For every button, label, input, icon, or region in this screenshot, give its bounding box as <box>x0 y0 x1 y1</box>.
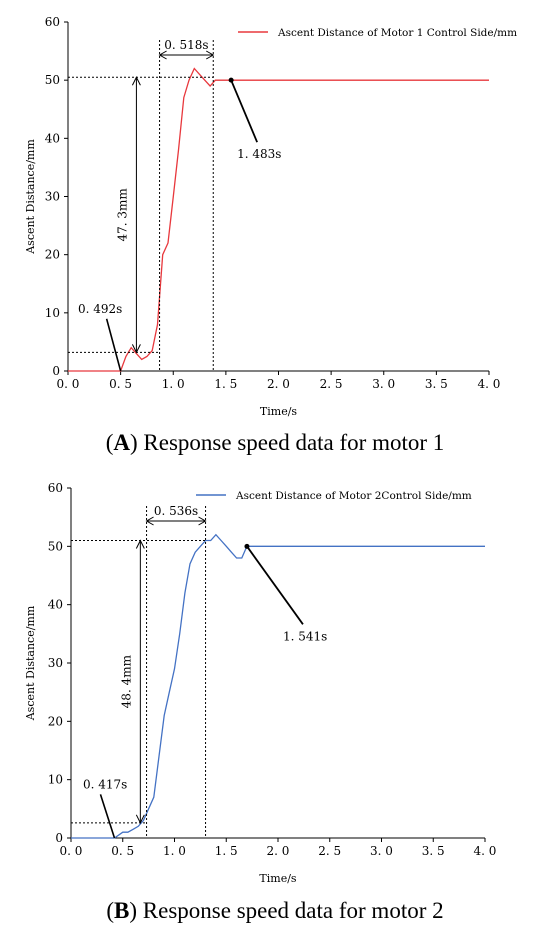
x-tick-label: 1. 5 <box>215 844 238 858</box>
caption-b-label: B <box>114 898 130 923</box>
arrow-head-down <box>131 344 141 354</box>
x-tick-label: 2. 5 <box>318 844 341 858</box>
x-tick-label: 2. 0 <box>267 377 290 391</box>
arrow-head-left <box>145 516 154 526</box>
start-time-pointer <box>105 318 122 372</box>
x-tick-label: 0. 5 <box>109 377 132 391</box>
rise-span-label: 0. 536s <box>154 504 198 518</box>
x-tick-label: 4. 0 <box>478 377 501 391</box>
y-tick-label: 60 <box>48 481 63 495</box>
chart-panel-b: 0. 0 0. 5 1. 0 1. 5 2. 0 2. 5 3. 0 3. 5 4. 0 0 10 2… <box>0 472 550 944</box>
rise-span-label: 0. 518s <box>164 38 208 52</box>
caption-a: (A) Response speed data for motor 1 <box>105 430 445 455</box>
legend-label: Ascent Distance of Motor 2Control Side/m… <box>235 490 472 502</box>
start-time-label: 0. 492s <box>78 302 122 316</box>
x-tick-label: 0. 5 <box>111 844 134 858</box>
settle-time-label: 1. 541s <box>283 629 327 643</box>
y-tick-label: 50 <box>48 539 63 553</box>
legend-label: Ascent Distance of Motor 1 Control Side/… <box>277 27 517 39</box>
y-tick-label: 0 <box>52 364 60 378</box>
arrow-head-left <box>158 50 167 60</box>
y-tick-label: 20 <box>48 714 63 728</box>
y-tick-label: 60 <box>45 15 60 29</box>
y-tick-label: 30 <box>45 190 60 204</box>
x-tick-label: 1. 0 <box>163 844 186 858</box>
series-line <box>71 533 485 839</box>
x-tick-label: 3. 0 <box>370 844 393 858</box>
x-tick-label: 0. 0 <box>57 377 80 391</box>
arrow-head-up <box>135 539 145 549</box>
caption-b-text: ) Response speed data for motor 2 <box>129 898 444 923</box>
arrow-head-up <box>131 76 141 86</box>
y-tick-label: 10 <box>45 306 60 320</box>
chart-a: 0. 0 0. 5 1. 0 1. 5 2. 0 2. 5 3. 0 3. 5 4. 0 0 10 2… <box>24 15 517 418</box>
settle-time-pointer <box>230 79 258 143</box>
settle-time-pointer <box>246 545 304 625</box>
x-tick-label: 0. 0 <box>60 844 83 858</box>
chart-panel-a: 0. 0 0. 5 1. 0 1. 5 2. 0 2. 5 3. 0 3. 5 4. 0 0 10 2… <box>24 15 517 455</box>
caption-a-label: A <box>113 430 131 455</box>
x-tick-label: 2. 0 <box>267 844 290 858</box>
y-tick-label: 10 <box>48 773 63 787</box>
x-tick-label: 3. 0 <box>372 377 395 391</box>
y-tick-label: 40 <box>45 131 60 145</box>
x-tick-label: 3. 5 <box>422 844 445 858</box>
chart-b: 0. 0 0. 5 1. 0 1. 5 2. 0 2. 5 3. 0 3. 5 4. 0 0 10 2… <box>24 481 497 885</box>
x-tick-label: 3. 5 <box>425 377 448 391</box>
arrow-head-right <box>205 50 215 60</box>
x-tick-label: 1. 5 <box>214 377 237 391</box>
rise-height-label: 47. 3mm <box>115 188 129 242</box>
arrow-head-down <box>135 814 145 824</box>
rise-height-label: 48. 4mm <box>119 654 133 708</box>
y-axis-label: Ascent Distance/mm <box>24 139 37 255</box>
arrow-head-right <box>198 516 207 526</box>
series-line <box>68 67 489 372</box>
x-axis-label: Time/s <box>259 872 297 885</box>
caption-a-text: ) Response speed data for motor 1 <box>130 430 445 455</box>
start-time-pointer <box>99 794 116 839</box>
x-tick-label: 4. 0 <box>474 844 497 858</box>
y-tick-label: 30 <box>48 656 63 670</box>
settle-time-label: 1. 483s <box>237 147 281 161</box>
x-tick-label: 1. 0 <box>162 377 185 391</box>
y-axis-label: Ascent Distance/mm <box>24 605 37 721</box>
y-tick-label: 20 <box>45 248 60 262</box>
y-tick-label: 40 <box>48 598 63 612</box>
y-tick-label: 0 <box>55 831 63 845</box>
caption-b: (B) Response speed data for motor 2 <box>106 898 444 923</box>
y-tick-label: 50 <box>45 73 60 87</box>
x-axis-label: Time/s <box>260 405 298 418</box>
start-time-label: 0. 417s <box>83 777 127 791</box>
x-tick-label: 2. 5 <box>320 377 343 391</box>
